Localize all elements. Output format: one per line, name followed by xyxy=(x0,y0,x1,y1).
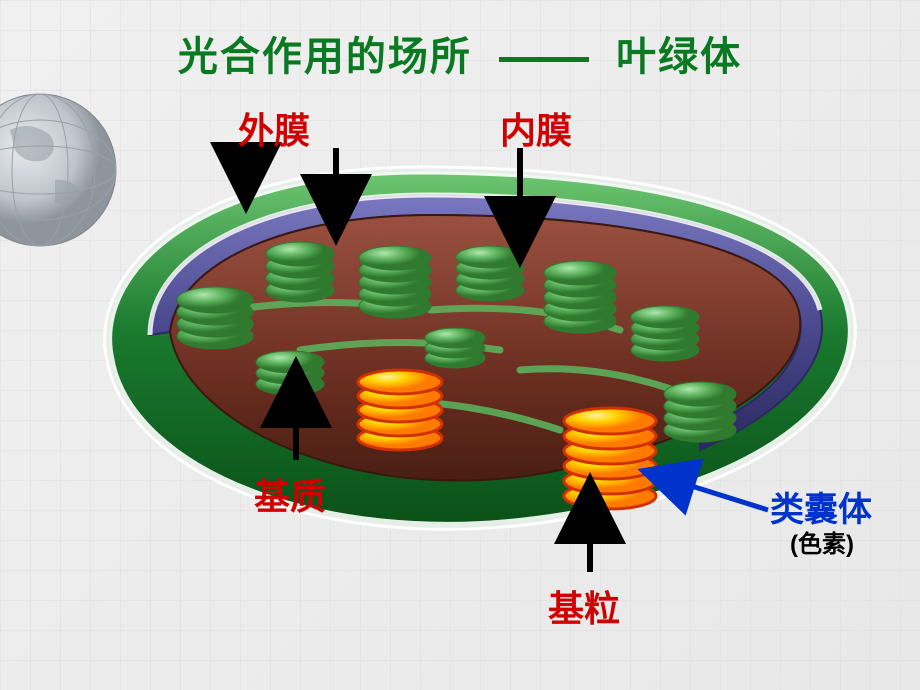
label-granum: 基粒 xyxy=(548,580,620,632)
label-stroma: 基质 xyxy=(254,468,326,520)
label-outer-membrane: 外膜 xyxy=(238,102,310,154)
label-inner-membrane: 内膜 xyxy=(500,102,572,154)
label-thylakoid-sub: (色素) xyxy=(790,524,854,559)
chloroplast-diagram xyxy=(0,0,920,690)
